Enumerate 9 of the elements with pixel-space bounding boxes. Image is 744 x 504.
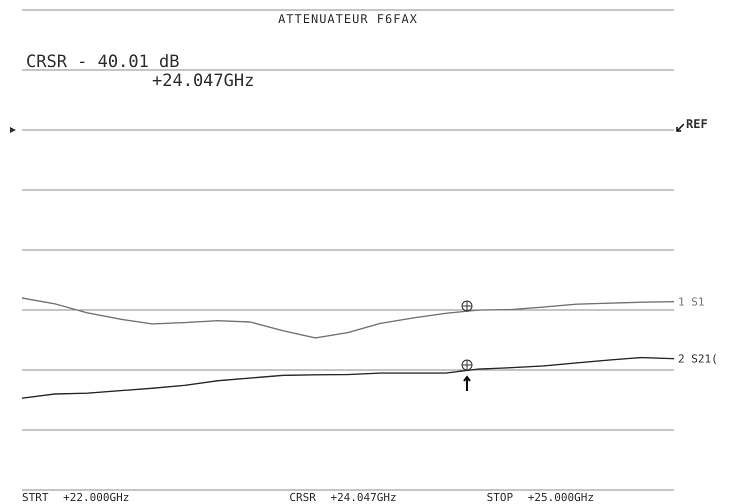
- text: STOP +25.000GHz: [486, 491, 594, 504]
- text: CRSR +24.047GHz: [289, 491, 397, 504]
- text: REF: [686, 117, 708, 131]
- text: CRSR - 40.01 dB: [26, 52, 180, 72]
- series-label: 2 S21(: [678, 352, 718, 366]
- series-label: 1 S1: [678, 296, 704, 309]
- chart-title: ATTENUATEUR F6FAX: [277, 12, 419, 26]
- text: +24.047GHz: [152, 71, 254, 91]
- text: STRT +22.000GHz: [22, 491, 130, 504]
